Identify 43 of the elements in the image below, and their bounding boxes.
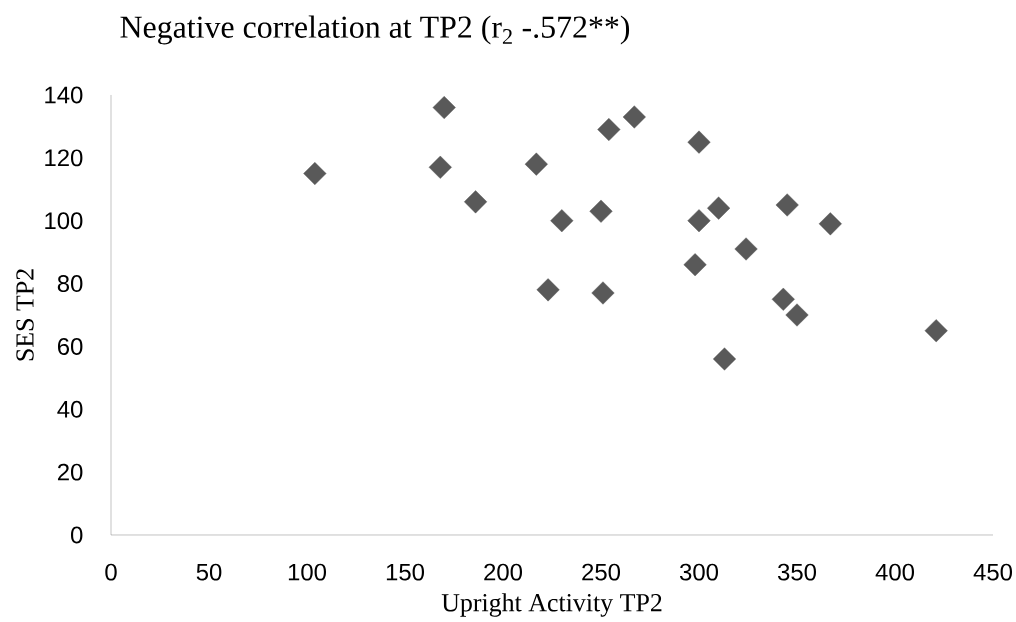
x-tick-label: 50 [196, 563, 222, 581]
point [734, 237, 758, 261]
point [428, 155, 452, 179]
point [712, 347, 736, 371]
x-tick-label: 150 [386, 563, 425, 581]
y-tick-label: 140 [45, 86, 83, 104]
x-tick-label: 100 [288, 563, 327, 581]
x-tick-label: 350 [777, 563, 817, 581]
point [818, 212, 842, 236]
y-tick-label: 20 [57, 463, 83, 481]
y-tick-label: 100 [45, 212, 83, 230]
point [597, 118, 621, 142]
x-tick-label: 0 [105, 563, 117, 581]
point [771, 287, 795, 311]
y-tick-label: 40 [57, 400, 83, 418]
point [589, 199, 613, 223]
x-tick-label: 250 [582, 563, 621, 581]
x-axis-title: Upright Activity TP2 [441, 593, 662, 617]
y-tick-label: 80 [57, 275, 83, 293]
x-tick-label: 300 [679, 563, 719, 581]
y-tick-label: 120 [45, 149, 83, 167]
point [303, 162, 327, 186]
point [622, 105, 646, 129]
point [687, 209, 711, 233]
y-tick-label: 0 [71, 526, 83, 544]
y-axis-title: SES TP2 [16, 269, 34, 361]
point [683, 253, 707, 277]
point [924, 319, 948, 343]
point [687, 130, 711, 154]
point [785, 303, 809, 327]
x-tick-label: 400 [875, 563, 915, 581]
point [464, 190, 488, 214]
y-tick-label: 60 [57, 337, 83, 355]
point [432, 96, 456, 120]
point [524, 152, 548, 176]
point [775, 193, 799, 217]
point [536, 278, 560, 302]
x-tick-label: 200 [484, 563, 523, 581]
point [707, 196, 731, 220]
point [550, 209, 574, 233]
chart-title: Negative correlation at TP2 (r$_{2}$ -.572**) [120, 15, 630, 45]
point [591, 281, 615, 305]
x-tick-label: 450 [973, 563, 1013, 581]
